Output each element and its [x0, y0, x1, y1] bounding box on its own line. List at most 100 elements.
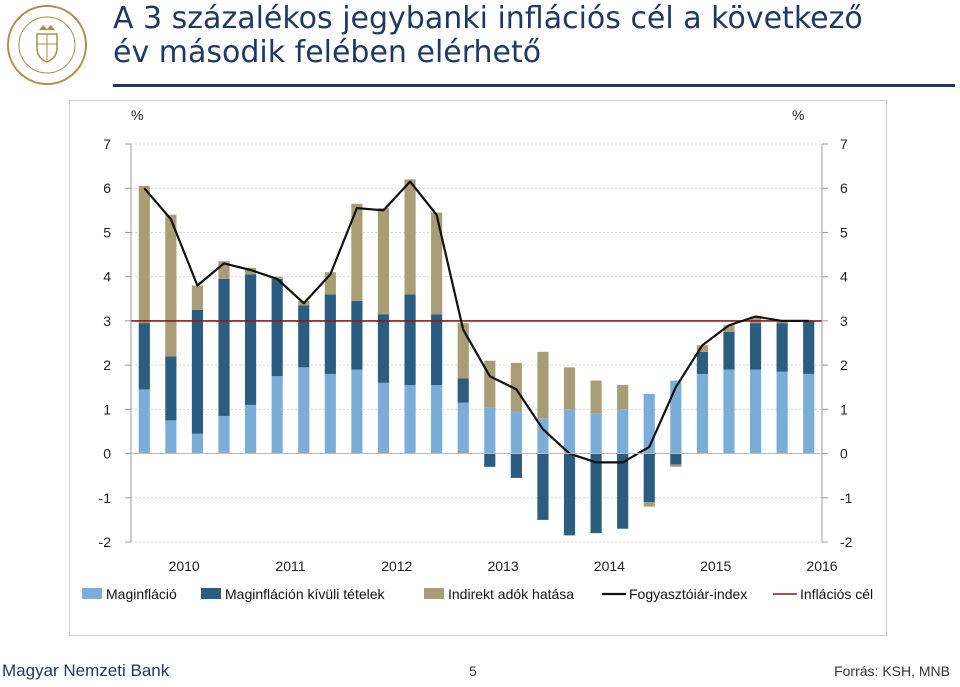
y-tick-label-left: 6 [103, 180, 111, 196]
bar-segment [484, 407, 496, 454]
bar-segment [537, 418, 549, 454]
y-tick-label-right: 2 [840, 357, 848, 373]
bar-segment [324, 272, 336, 295]
y-tick-label-right: 1 [840, 401, 848, 417]
y-tick-label-left: 2 [103, 357, 111, 373]
title-underline [113, 84, 955, 87]
bar-segment [776, 371, 788, 454]
x-tick-label: 2013 [487, 558, 518, 574]
bar-segment [218, 415, 230, 454]
x-tick-label: 2012 [381, 558, 412, 574]
bar-segment [670, 453, 682, 465]
legend-label: Inflációs cél [800, 586, 873, 602]
legend-label: Fogyasztóiár-index [629, 586, 747, 602]
y-tick-label-left: 0 [103, 446, 111, 462]
bar-segment [617, 385, 629, 410]
bar-segment [324, 294, 336, 374]
bar-segment [484, 453, 496, 467]
bar-segment [165, 356, 177, 421]
chart-canvas: 7 7 6 6 5 5 4 4 3 3 2 2 1 1 0 0 -1 -1 -2 -2% % 2010 2011 2012 20… [82, 107, 873, 602]
bar-segment [537, 453, 549, 520]
bar-segment [351, 300, 363, 370]
x-tick-label: 2014 [594, 558, 625, 574]
bar-segment [191, 309, 204, 434]
bar-segment [749, 369, 762, 454]
bar-segment [245, 404, 257, 454]
bar-segment [298, 367, 310, 454]
bar-segment [431, 314, 443, 386]
bar-segment [138, 323, 150, 390]
bar-segment [484, 360, 496, 408]
bar-segment [351, 369, 363, 454]
line-layer [131, 180, 822, 464]
bar-segment [696, 373, 708, 454]
page-number: 5 [469, 663, 477, 679]
bar-segment [165, 214, 177, 357]
bar-segment [749, 323, 762, 370]
gridlines [131, 143, 822, 543]
y-axis-unit-left: % [131, 107, 143, 123]
bar-segment [617, 409, 629, 454]
bar-segment [404, 385, 416, 454]
bar-segment [404, 179, 416, 295]
bar-layer [138, 179, 815, 536]
bar-segment [457, 402, 469, 454]
bar-segment [191, 285, 204, 310]
bar-segment [643, 453, 655, 503]
mnb-logo [7, 5, 87, 85]
bar-segment [324, 373, 336, 454]
x-tick-label: 2015 [700, 558, 731, 574]
y-tick-label-left: 5 [103, 224, 111, 240]
bar-segment [563, 367, 576, 410]
bar-segment [510, 411, 522, 454]
legend-swatch [82, 588, 102, 599]
bar-segment [643, 502, 655, 507]
bar-segment [510, 453, 522, 478]
inflation-chart: 7 7 6 6 5 5 4 4 3 3 2 2 1 1 0 0 -1 -1 -2 -2%% 2010 2011 2012 20… [69, 100, 887, 636]
bar-segment [563, 453, 576, 536]
source-note: Forrás: KSH, MNB [834, 663, 950, 679]
bar-segment [377, 208, 390, 315]
y-tick-label-left: 1 [103, 401, 111, 417]
footer-organization: Magyar Nemzeti Bank [2, 661, 170, 680]
bar-segment [404, 294, 416, 386]
legend: Maginfláció Maginfláción kívüli tételek In… [82, 586, 873, 602]
y-tick-label-right: -2 [840, 534, 853, 550]
bar-segment [510, 362, 522, 412]
y-tick-label-left: -2 [99, 534, 112, 550]
bar-segment [138, 186, 150, 324]
bar-segment [271, 376, 283, 454]
bar-segment [803, 320, 815, 374]
y-tick-label-right: 4 [840, 269, 848, 285]
x-tick-label: 2016 [806, 558, 837, 574]
bar-segment [803, 373, 815, 454]
bar-segment [643, 393, 655, 454]
bar-segment [218, 261, 230, 279]
axes: 7 7 6 6 5 5 4 4 3 3 2 2 1 1 0 0 -1 -1 -2 -2% % 2010 2011 2012 20… [99, 107, 853, 574]
bar-segment [696, 345, 708, 352]
bar-segment [723, 369, 735, 454]
y-tick-label-left: 4 [103, 269, 111, 285]
legend-label: Maginfláció [106, 586, 177, 602]
page-title: A 3 százalékos jegybanki inflációs cél a… [113, 2, 863, 70]
y-axis-unit-right: % [792, 107, 804, 123]
bar-segment [776, 323, 788, 372]
bar-segment [670, 464, 682, 467]
y-tick-label-left: 7 [103, 136, 111, 152]
y-tick-label-right: 0 [840, 446, 848, 462]
bar-segment [377, 314, 390, 383]
bar-segment [218, 278, 230, 416]
bar-segment [245, 274, 257, 405]
bar-segment [271, 278, 283, 377]
bar-segment [377, 382, 390, 454]
y-tick-label-right: 3 [840, 313, 848, 329]
bar-segment [431, 212, 443, 315]
bar-segment [457, 378, 469, 403]
y-tick-label-right: -1 [840, 490, 853, 506]
legend-label: Maginfláción kívüli tételek [225, 586, 386, 602]
bar-segment [723, 325, 735, 332]
bar-segment [537, 351, 549, 419]
bar-segment [191, 433, 204, 454]
x-tick-label: 2011 [275, 558, 305, 574]
y-tick-label-left: -1 [99, 490, 112, 506]
